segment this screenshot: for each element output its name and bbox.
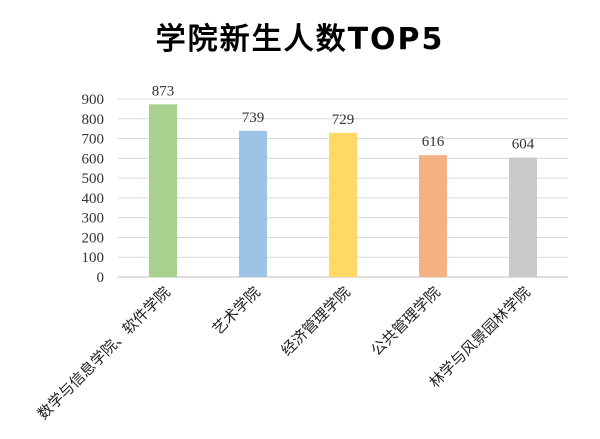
y-tick-label: 900: [82, 92, 105, 108]
bar: [509, 157, 537, 277]
data-label: 739: [242, 110, 265, 126]
category-label: 数学与信息学院、软件学院: [34, 283, 174, 423]
y-tick-label: 600: [82, 151, 105, 167]
y-tick-label: 300: [82, 211, 105, 227]
category-label: 公共管理学院: [367, 283, 443, 359]
data-label: 873: [152, 83, 175, 99]
y-tick-label: 200: [82, 230, 105, 246]
y-tick-label: 0: [97, 270, 105, 286]
category-label: 林学与风景园林学院: [426, 283, 534, 391]
chart-title: 学院新生人数TOP5: [155, 22, 445, 57]
y-tick-label: 500: [82, 171, 105, 187]
category-label: 经济管理学院: [277, 283, 353, 359]
y-tick-label: 800: [82, 112, 105, 128]
bar: [239, 130, 267, 277]
y-axis-ticks: 0 100 200 300 400 500 600 700 800 900: [82, 92, 105, 286]
bars: [149, 104, 537, 277]
data-label: 729: [332, 112, 355, 128]
data-label: 604: [512, 137, 535, 153]
y-tick-label: 700: [82, 132, 105, 148]
data-labels: 873 739 729 616 604: [152, 83, 535, 152]
bar: [329, 132, 357, 277]
y-tick-label: 400: [82, 191, 105, 207]
category-label: 艺术学院: [209, 283, 264, 338]
data-label: 616: [422, 134, 445, 150]
bar: [419, 155, 447, 277]
bar: [149, 104, 177, 277]
y-tick-label: 100: [82, 250, 105, 266]
